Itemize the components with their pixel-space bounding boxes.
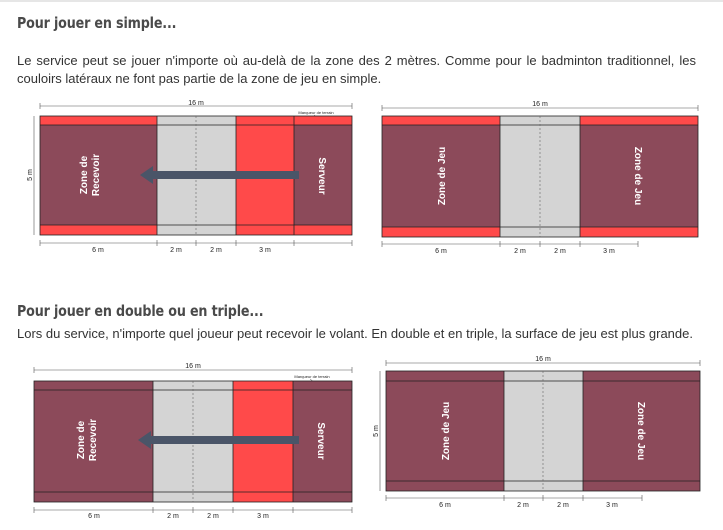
dim-label-6m: 6 m (439, 502, 451, 509)
dim-label-3m: 3 m (259, 247, 271, 254)
label-zone-jeu-left: Zone de Jeu (437, 147, 448, 205)
sideline-red-top-left (382, 116, 500, 125)
top-border (0, 0, 723, 2)
dim-label-6m: 6 m (88, 513, 100, 520)
dim-label-2m-b: 2 m (210, 247, 222, 254)
dim-label-3m: 3 m (606, 502, 618, 509)
dim-label-2m-a: 2 m (514, 248, 526, 255)
court-diagram-doubles-play: 16 m Zone de Jeu Zone de Jeu 5 m 6 m 2 m… (372, 352, 706, 520)
dim-label-6m: 6 m (435, 248, 447, 255)
label-server: Serveur (316, 157, 327, 194)
sideline-red-top-right (580, 116, 698, 125)
dim-label-2m-b: 2 m (207, 513, 219, 520)
sideline-red-bottom-left (382, 227, 500, 237)
dim-label-6m: 6 m (92, 247, 104, 254)
label-zone-jeu-right: Zone de Jeu (635, 402, 646, 460)
dim-label-3m: 3 m (257, 513, 269, 520)
dim-label-16m: 16 m (535, 356, 551, 363)
court-diagram-singles-serve: 16 m Marqueur de terrain Zone de Recevoi… (26, 98, 361, 256)
section-heading-double: Pour jouer en double ou en triple... (17, 302, 263, 320)
sideline-red-bottom-right (580, 227, 698, 237)
label-zone-receiver-2: Recevoir (91, 154, 102, 196)
sideline-red-top-left (40, 116, 157, 125)
sideline-red-top-right (294, 116, 352, 125)
section-heading-simple: Pour jouer en simple... (17, 14, 176, 32)
serve-arrow (151, 171, 299, 179)
dim-label-2m-b: 2 m (554, 248, 566, 255)
label-zone-receiver-1: Zone de (79, 155, 90, 194)
label-zone-receiver-2: Recevoir (88, 419, 99, 461)
sideline-red-bottom-right (294, 225, 352, 235)
sideline-red-bottom-left (40, 225, 157, 235)
section-paragraph-double: Lors du service, n'importe quel joueur p… (17, 325, 696, 343)
serve-arrow (149, 436, 299, 444)
label-zone-jeu-left: Zone de Jeu (441, 402, 452, 460)
dim-label-5m: 5 m (27, 169, 34, 181)
court-middle-zone (504, 371, 583, 491)
label-zone-receiver-1: Zone de (76, 420, 87, 459)
dim-label-16m: 16 m (532, 101, 548, 108)
label-server: Serveur (315, 422, 326, 459)
dim-label-5m: 5 m (373, 425, 380, 437)
dim-label-3m: 3 m (603, 248, 615, 255)
dim-label-2m-a: 2 m (170, 247, 182, 254)
court-diagram-singles-play: 16 m Zone de Jeu Zone de Jeu 6 m 2 m 2 m… (376, 98, 706, 258)
marker-label: Marqueur de terrain (294, 374, 329, 379)
dim-label-16m: 16 m (185, 363, 201, 370)
dim-label-2m-a: 2 m (517, 502, 529, 509)
dim-label-16m: 16 m (188, 100, 204, 107)
section-paragraph-simple: Le service peut se jouer n'importe où au… (17, 52, 696, 88)
court-diagram-doubles-serve: 16 m Marqueur de terrain Zone de Recevoi… (20, 360, 360, 522)
dim-label-2m-a: 2 m (167, 513, 179, 520)
label-zone-jeu-right: Zone de Jeu (632, 147, 643, 205)
marker-label: Marqueur de terrain (298, 110, 333, 115)
dim-label-2m-b: 2 m (557, 502, 569, 509)
